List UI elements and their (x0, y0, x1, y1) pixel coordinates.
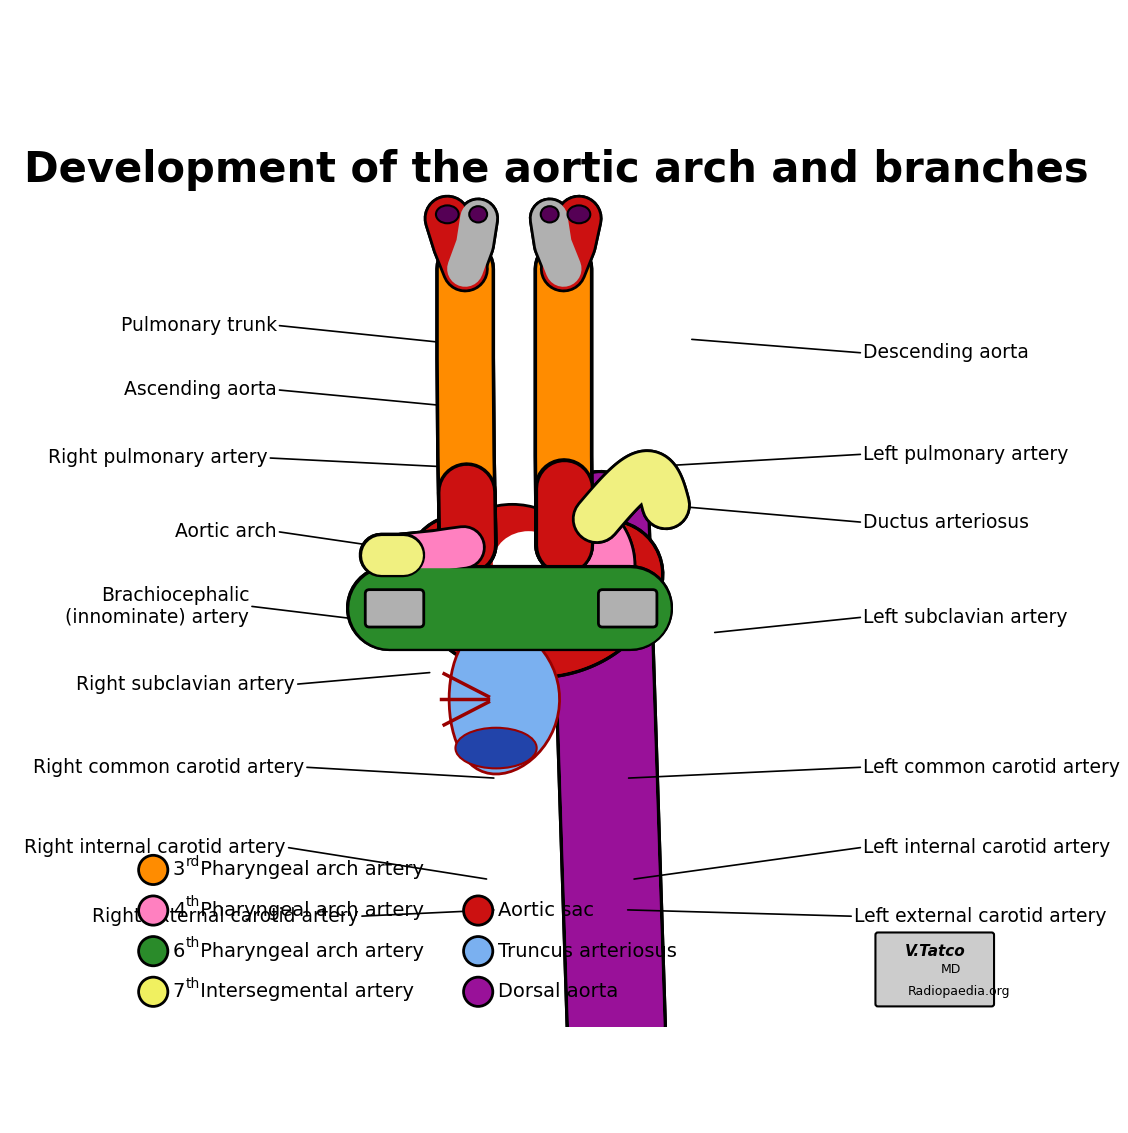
Ellipse shape (435, 205, 459, 223)
Text: Right common carotid artery: Right common carotid artery (33, 758, 305, 776)
Polygon shape (449, 624, 559, 774)
FancyBboxPatch shape (875, 932, 994, 1006)
Text: Ductus arteriosus: Ductus arteriosus (863, 513, 1029, 531)
Text: Left internal carotid artery: Left internal carotid artery (863, 837, 1110, 857)
Text: Brachiocephalic
(innominate) artery: Brachiocephalic (innominate) artery (65, 586, 249, 627)
Text: 4: 4 (173, 901, 185, 920)
Ellipse shape (469, 206, 487, 222)
Ellipse shape (469, 206, 487, 222)
Text: Pharyngeal arch artery: Pharyngeal arch artery (194, 860, 424, 879)
Text: Left pulmonary artery: Left pulmonary artery (863, 445, 1068, 463)
Text: Aortic arch: Aortic arch (175, 522, 276, 542)
Ellipse shape (540, 206, 558, 222)
Circle shape (139, 896, 168, 926)
Text: Radiopaedia.org: Radiopaedia.org (908, 986, 1011, 998)
Ellipse shape (540, 206, 558, 222)
Text: Pharyngeal arch artery: Pharyngeal arch artery (194, 901, 424, 920)
Text: 7: 7 (173, 982, 185, 1002)
Ellipse shape (438, 504, 588, 642)
Circle shape (464, 937, 493, 965)
Circle shape (464, 977, 493, 1006)
Ellipse shape (456, 727, 537, 768)
Text: th: th (186, 936, 200, 951)
Ellipse shape (567, 205, 590, 223)
Text: MD: MD (941, 963, 961, 976)
Circle shape (464, 896, 493, 926)
Circle shape (139, 977, 168, 1006)
Text: Aortic sac: Aortic sac (497, 901, 593, 920)
Ellipse shape (493, 531, 564, 595)
FancyBboxPatch shape (599, 589, 656, 627)
Text: Dorsal aorta: Dorsal aorta (497, 982, 618, 1002)
Text: Right subclavian artery: Right subclavian artery (77, 675, 296, 693)
Text: rd: rd (186, 854, 200, 869)
Text: Truncus arteriosus: Truncus arteriosus (497, 942, 677, 961)
Text: Right internal carotid artery: Right internal carotid artery (25, 837, 285, 857)
Text: th: th (186, 895, 200, 910)
Text: Left subclavian artery: Left subclavian artery (863, 607, 1068, 627)
Text: Right external carotid artery: Right external carotid artery (92, 906, 359, 926)
FancyBboxPatch shape (365, 589, 424, 627)
Ellipse shape (435, 205, 459, 223)
Text: Descending aorta: Descending aorta (863, 343, 1029, 363)
FancyBboxPatch shape (599, 589, 656, 627)
Text: Pulmonary trunk: Pulmonary trunk (121, 316, 276, 335)
FancyBboxPatch shape (365, 589, 424, 627)
Text: 6: 6 (173, 942, 185, 961)
Text: 3: 3 (173, 860, 185, 879)
Text: Pharyngeal arch artery: Pharyngeal arch artery (194, 942, 424, 961)
Text: Ascending aorta: Ascending aorta (124, 381, 276, 399)
Circle shape (139, 855, 168, 885)
Polygon shape (602, 586, 610, 602)
Text: Development of the aortic arch and branches: Development of the aortic arch and branc… (24, 148, 1089, 190)
Text: Right pulmonary artery: Right pulmonary artery (47, 449, 267, 468)
Text: Intersegmental artery: Intersegmental artery (194, 982, 414, 1002)
Circle shape (139, 937, 168, 965)
Text: Left common carotid artery: Left common carotid artery (863, 758, 1120, 776)
Text: th: th (186, 977, 200, 990)
Text: V.Tatco: V.Tatco (905, 944, 966, 959)
Ellipse shape (567, 205, 590, 223)
Text: Left external carotid artery: Left external carotid artery (854, 906, 1107, 926)
